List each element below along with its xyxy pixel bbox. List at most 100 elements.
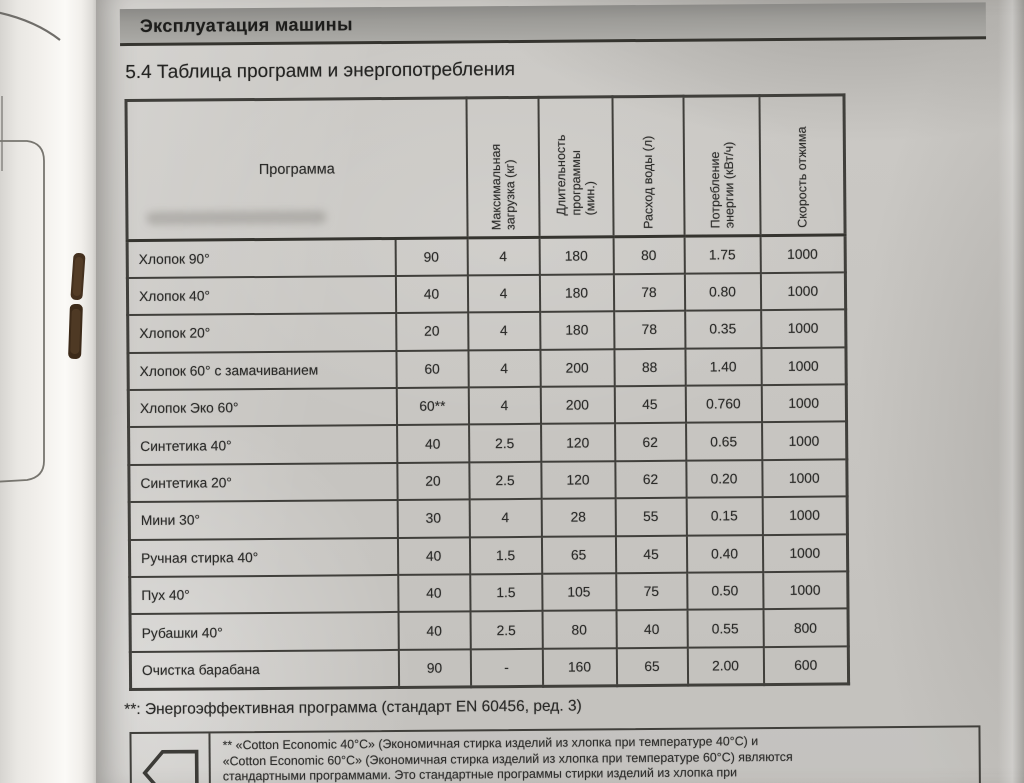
table-row: Ручная стирка 40° 40 1.5 65 45 0.40 1000 [129,534,848,578]
section-banner-title: Эксплуатация машины [139,13,353,36]
cell-energy: 0.55 [687,609,764,648]
cell-water: 45 [615,535,687,574]
cell-water: 75 [615,572,688,611]
table-row: Хлопок 20° 20 4 180 78 0.35 1000 [127,309,846,353]
cell-energy: 0.50 [686,572,764,611]
cell-program-name: Хлопок 60° с замачиванием [127,350,397,391]
cell-energy: 0.760 [685,385,762,424]
previous-page-illustration [0,11,86,483]
cell-temperature: 40 [396,424,469,463]
previous-page-edge [0,0,96,783]
cell-max-load: 2.5 [468,424,541,463]
cell-max-load: 2.5 [470,611,543,650]
cell-duration: 180 [539,236,614,275]
binding-staple [70,252,86,301]
cell-spin-speed: 1000 [762,496,848,535]
column-header-program: Программа [125,97,468,241]
cell-max-load: 1.5 [469,536,542,575]
cell-water: 88 [613,348,686,387]
cell-temperature: 30 [397,499,470,538]
cell-max-load: 4 [467,237,540,276]
cell-duration: 200 [539,348,615,387]
cell-spin-speed: 1000 [760,309,846,348]
cell-spin-speed: 1000 [760,347,847,386]
cell-energy: 0.35 [684,310,761,349]
cell-spin-speed: 600 [763,646,849,685]
cell-spin-speed: 1000 [760,234,846,273]
cell-energy: 0.20 [685,459,763,498]
cell-water: 55 [615,497,687,536]
cell-max-load: 4 [467,349,541,388]
page-content: Эксплуатация машины 5.4 Таблица программ… [93,0,1024,783]
cell-energy: 2.00 [687,646,764,685]
cell-energy: 0.15 [686,497,763,536]
cell-spin-speed: 1000 [761,459,848,498]
table-row: Мини 30° 30 4 28 55 0.15 1000 [129,496,848,540]
page-showthrough-smudge [146,210,327,225]
cell-energy: 0.40 [686,534,763,573]
column-header-max-load: Максимальная загрузка (кг) [465,97,540,238]
cell-temperature: 20 [396,462,470,501]
cell-program-name: Хлопок 20° [127,313,396,353]
cell-water: 80 [613,236,685,275]
cell-temperature: 40 [398,611,471,650]
cell-max-load: 4 [467,274,540,313]
cell-energy: 0.65 [685,422,762,461]
cell-duration: 120 [540,461,616,500]
cell-program-name: Хлопок 40° [127,275,396,316]
cell-duration: 80 [542,610,617,649]
cell-energy: 1.75 [684,235,761,274]
cell-water: 65 [616,647,688,686]
cell-water: 78 [613,310,685,349]
cell-energy: 1.40 [684,347,762,386]
cell-temperature: 90 [398,649,471,688]
cell-program-name: Хлопок 90° [127,238,396,278]
cell-program-name: Хлопок Эко 60° [128,388,397,428]
column-header-energy: Потребление энергии (кВт/ч) [682,95,761,237]
cell-water: 62 [614,423,686,462]
table-row: Рубашки 40° 40 2.5 80 40 0.55 800 [130,608,849,652]
table-row: Синтетика 40° 40 2.5 120 62 0.65 1000 [128,421,847,465]
column-header-duration: Длительность программы (мин.) [537,96,614,238]
cell-max-load: 2.5 [468,461,542,500]
table-header-row: Программа Максимальная загрузка (кг) Дли… [125,94,846,241]
cell-water: 40 [616,610,688,649]
cell-temperature: 90 [395,237,468,276]
cell-water: 78 [613,273,685,312]
cell-program-name: Рубашки 40° [130,612,399,652]
cell-temperature: 40 [397,537,470,575]
cell-program-name: Пух 40° [129,574,399,615]
table-row: Хлопок 60° с замачиванием 60 4 200 88 1.… [127,347,847,391]
manual-page [88,0,1024,783]
cell-spin-speed: 800 [763,608,849,647]
energy-label-arrow-icon [141,749,199,783]
table-row: Хлопок 40° 40 4 180 78 0.80 1000 [127,272,846,316]
cell-duration: 120 [540,423,615,462]
binding-staple [68,303,83,360]
cell-spin-speed: 1000 [762,534,848,573]
cell-duration: 180 [539,311,614,350]
cell-temperature: 40 [397,574,471,613]
table-row: Хлопок 90° 90 4 180 80 1.75 1000 [127,234,846,278]
table-body: Хлопок 90° 90 4 180 80 1.75 1000 Хлопок … [127,234,849,690]
cell-program-name: Ручная стирка 40° [129,537,398,578]
cell-program-name: Мини 30° [129,500,398,540]
cell-spin-speed: 1000 [762,571,849,610]
note-text: ** «Cotton Economic 40°C» (Экономичная с… [210,729,803,783]
cell-duration: 180 [539,274,614,313]
column-header-water: Расход воды (л) [611,96,685,237]
cell-max-load: - [470,648,543,687]
cell-max-load: 1.5 [469,573,543,612]
illustration-curve [0,11,61,41]
cell-duration: 160 [542,648,617,687]
illustration-door-outline [0,140,45,483]
cell-water: 62 [614,460,687,499]
cell-duration: 105 [541,573,617,612]
cell-temperature: 60 [395,350,469,389]
cell-temperature: 40 [395,275,468,314]
column-header-spin-speed: Скорость отжима [758,94,846,236]
cell-temperature: 20 [395,312,468,351]
cell-max-load: 4 [467,312,540,351]
column-header-program-label: Программа [258,160,335,178]
